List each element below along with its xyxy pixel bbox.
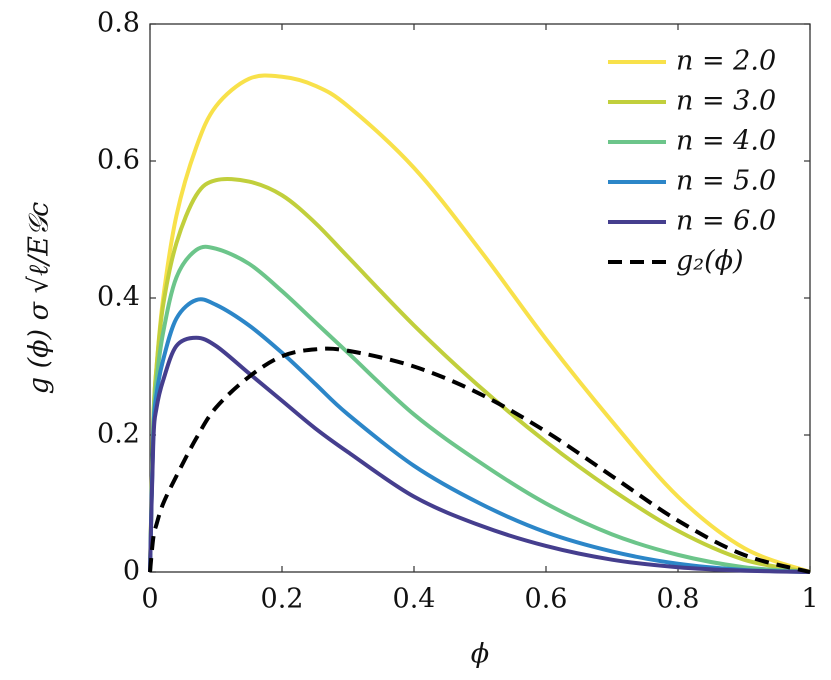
x-tick-label: 0.4 (393, 584, 436, 615)
y-axis-label: g (ϕ) σ √ℓ/E𝒢c (24, 202, 55, 395)
legend-label: n = 6.0 (676, 206, 776, 237)
x-tick-label: 1 (801, 584, 818, 615)
y-tick-label: 0.4 (97, 282, 140, 313)
series-line (148, 335, 811, 574)
series-line (148, 297, 811, 574)
legend-label: n = 5.0 (676, 166, 776, 197)
x-axis-label: ϕ (471, 639, 489, 670)
y-tick-label: 0.2 (97, 419, 140, 450)
series-line (148, 244, 811, 574)
x-tick-label: 0.6 (525, 584, 568, 615)
x-tick-label: 0.2 (261, 584, 304, 615)
series-line (148, 346, 811, 574)
x-tick-label: 0.8 (657, 584, 700, 615)
legend-label: n = 2.0 (676, 46, 776, 77)
legend-label: n = 3.0 (676, 86, 776, 117)
legend-label: g₂(ϕ) (676, 246, 744, 277)
series-line (148, 176, 811, 574)
legend-label: n = 4.0 (676, 126, 776, 157)
x-tick-label: 0 (141, 584, 158, 615)
y-tick-label: 0.6 (97, 145, 140, 176)
y-tick-label: 0.8 (97, 8, 140, 39)
y-tick-label: 0 (123, 556, 140, 587)
